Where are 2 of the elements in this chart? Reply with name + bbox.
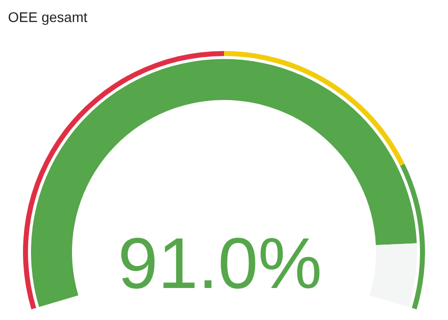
text: 91.0% — [118, 224, 322, 304]
chart-title: OEE gesamt — [8, 9, 88, 25]
